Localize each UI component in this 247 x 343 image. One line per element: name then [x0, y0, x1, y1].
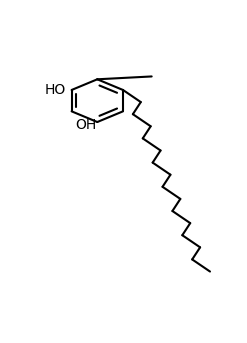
Text: HO: HO [44, 83, 66, 97]
Text: OH: OH [76, 118, 97, 132]
